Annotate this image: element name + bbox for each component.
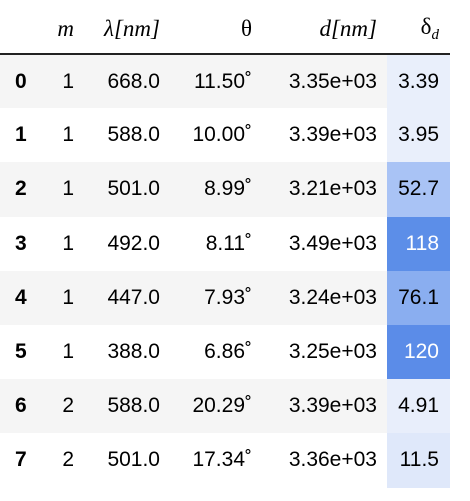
cell-lambda: 588.0 <box>107 394 160 418</box>
row-index: 3 <box>15 231 27 255</box>
header-index <box>0 4 42 55</box>
cell-d: 3.36e+03 <box>288 448 377 472</box>
cell-theta: 6.86˚ <box>204 340 252 364</box>
results-table: m λ[nm] θ d[nm] δd 0 1 668.0 11.50˚ 3.35e+03… <box>0 4 450 488</box>
cell-lambda: 668.0 <box>107 69 160 93</box>
cell-m: 1 <box>62 123 74 147</box>
row-index: 7 <box>15 448 27 472</box>
cell-theta: 10.00˚ <box>192 123 252 147</box>
row-index: 5 <box>15 340 27 364</box>
cell-d: 3.24e+03 <box>288 285 377 309</box>
cell-delta: 118 <box>387 216 450 271</box>
table-body: 0 1 668.0 11.50˚ 3.35e+03 3.39 1 1 588.0 10.00˚ 3.… <box>0 54 450 488</box>
cell-delta: 3.39 <box>387 54 450 109</box>
row-index: 4 <box>15 285 27 309</box>
cell-theta: 7.93˚ <box>204 285 252 309</box>
table-row: 7 2 501.0 17.34˚ 3.36e+03 11.5 <box>0 433 450 488</box>
cell-d: 3.49e+03 <box>288 231 377 255</box>
table-row: 3 1 492.0 8.11˚ 3.49e+03 118 <box>0 216 450 271</box>
table-row: 4 1 447.0 7.93˚ 3.24e+03 76.1 <box>0 270 450 325</box>
cell-lambda: 492.0 <box>107 231 160 255</box>
delta-symbol: δ <box>420 13 432 39</box>
cell-delta: 52.7 <box>387 162 450 217</box>
cell-d: 3.39e+03 <box>288 394 377 418</box>
table-header: m λ[nm] θ d[nm] δd <box>0 4 450 55</box>
row-index: 0 <box>15 69 27 93</box>
cell-d: 3.25e+03 <box>288 340 377 364</box>
cell-lambda: 388.0 <box>107 340 160 364</box>
cell-delta: 76.1 <box>387 270 450 325</box>
cell-theta: 11.50˚ <box>194 69 252 93</box>
cell-theta: 20.29˚ <box>192 394 252 418</box>
header-row: m λ[nm] θ d[nm] δd <box>0 4 450 55</box>
cell-delta: 120 <box>387 324 450 380</box>
header-m: m <box>42 4 74 55</box>
cell-d: 3.35e+03 <box>288 69 377 93</box>
header-lambda: λ[nm] <box>74 4 170 55</box>
cell-d: 3.39e+03 <box>288 123 377 147</box>
cell-delta: 11.5 <box>387 433 450 488</box>
cell-m: 1 <box>62 177 74 201</box>
lambda-unit: [nm] <box>113 15 160 41</box>
row-index: 6 <box>15 394 27 418</box>
cell-theta: 17.34˚ <box>192 448 252 472</box>
cell-delta: 3.95 <box>387 108 450 163</box>
lambda-symbol: λ <box>104 15 114 41</box>
cell-lambda: 501.0 <box>107 448 160 472</box>
cell-m: 1 <box>62 340 74 364</box>
header-delta: δd <box>387 4 450 55</box>
cell-theta: 8.99˚ <box>204 177 252 201</box>
cell-d: 3.21e+03 <box>288 177 377 201</box>
table-row: 1 1 588.0 10.00˚ 3.39e+03 3.95 <box>0 108 450 163</box>
d-unit: [nm] <box>330 15 377 41</box>
table-row: 2 1 501.0 8.99˚ 3.21e+03 52.7 <box>0 162 450 217</box>
table-row: 5 1 388.0 6.86˚ 3.25e+03 120 <box>0 324 450 380</box>
row-index: 2 <box>15 177 27 201</box>
header-d: d[nm] <box>262 4 387 55</box>
header-theta: θ <box>170 4 262 55</box>
cell-delta: 4.91 <box>387 379 450 434</box>
theta-symbol: θ <box>240 15 252 41</box>
cell-lambda: 588.0 <box>107 123 160 147</box>
delta-subscript: d <box>431 26 440 43</box>
cell-m: 2 <box>62 448 74 472</box>
cell-m: 1 <box>62 285 74 309</box>
cell-theta: 8.11˚ <box>205 231 252 255</box>
cell-m: 1 <box>62 231 74 255</box>
cell-lambda: 447.0 <box>107 285 160 309</box>
cell-m: 2 <box>62 394 74 418</box>
m-symbol: m <box>57 15 74 41</box>
cell-m: 1 <box>62 69 74 93</box>
table-row: 6 2 588.0 20.29˚ 3.39e+03 4.91 <box>0 379 450 434</box>
d-symbol: d <box>319 15 331 41</box>
cell-lambda: 501.0 <box>107 177 160 201</box>
row-index: 1 <box>15 123 27 147</box>
table-row: 0 1 668.0 11.50˚ 3.35e+03 3.39 <box>0 54 450 109</box>
